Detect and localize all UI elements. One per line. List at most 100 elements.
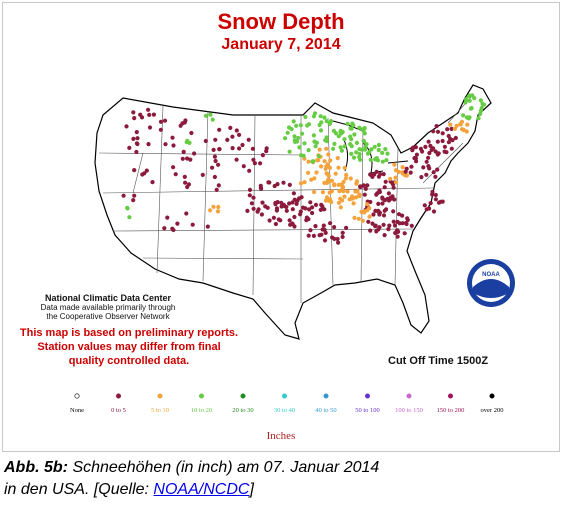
station-dot [468,106,473,111]
station-dot [240,142,245,148]
station-dot [323,198,329,203]
legend-swatch [489,393,495,399]
station-dot [203,113,208,118]
station-dot [319,232,324,237]
station-dot [381,222,386,227]
station-dot [291,191,296,196]
station-dot [313,144,318,149]
station-dot [264,149,269,154]
station-dot [171,165,176,170]
station-dot [328,158,333,163]
station-dot [212,154,217,159]
station-dot [259,212,264,217]
station-dot [135,136,140,141]
station-dot [409,164,414,169]
station-dot [339,148,344,153]
station-dot [392,162,397,167]
station-dot [403,169,408,174]
station-dot [250,146,255,151]
station-dot [211,204,216,209]
station-dot [449,126,454,131]
station-dot [350,121,355,126]
station-dot [251,206,256,211]
station-dot [185,138,190,143]
station-dot [158,119,164,124]
station-dot [467,93,472,98]
station-dot [376,201,381,206]
station-dot [162,226,167,231]
station-dot [431,146,436,151]
station-dot [171,227,176,233]
station-dot [446,133,451,139]
station-dot [324,119,329,124]
station-dot [348,142,353,147]
station-dot [251,195,256,200]
station-dot [314,140,319,145]
station-dot [453,135,458,141]
station-dot [303,114,308,120]
station-dot [449,146,454,151]
station-dot [181,149,186,154]
station-dot [340,230,345,235]
station-dot [279,200,284,205]
station-dot [292,134,297,139]
station-dot [287,218,292,223]
station-dot [393,175,398,180]
station-dot [338,145,343,150]
station-dot [321,223,326,228]
station-dot [302,141,307,146]
station-dot [312,176,317,181]
source-line: Data made available primarily through [40,303,176,312]
station-dot [329,178,334,183]
station-dot [313,224,318,229]
station-dot [431,170,436,175]
station-dot [320,190,325,195]
noaa-logo: NOAA [467,259,515,307]
station-dot [467,98,472,103]
svg-text:NOAA: NOAA [482,272,500,278]
station-dot [183,180,188,185]
station-dot [127,145,132,150]
station-dot [151,112,156,117]
station-dot [372,144,377,149]
station-dot [377,189,382,195]
station-dot [344,225,349,230]
station-dot [127,215,132,220]
station-dot [291,119,296,124]
station-dot [400,221,405,226]
station-dot [299,195,304,200]
station-dot [376,147,381,153]
station-dot [382,233,387,238]
station-dot [452,126,457,131]
station-dot [214,187,219,192]
station-dot [283,136,288,141]
station-dot [173,172,178,177]
station-dot [292,214,297,220]
station-dot [290,222,295,227]
station-dot [341,189,346,194]
station-dot [349,126,354,131]
map-title: Snow Depth [217,9,345,34]
station-dot [276,217,281,222]
station-dot [308,200,313,205]
station-dot [428,201,433,206]
station-dot [298,209,303,214]
station-dot [256,207,261,212]
station-dot [362,192,367,197]
station-dot [245,208,250,213]
source-link[interactable]: NOAA/NCDC [153,481,250,498]
station-dot [135,141,140,147]
station-dot [480,101,485,106]
station-dot [361,128,366,133]
legend-swatch [447,393,453,399]
station-dot [285,130,290,135]
station-dot [332,141,337,146]
station-dot [385,151,390,156]
station-dot [434,124,439,129]
legend-swatch [240,393,246,399]
station-dot [132,116,137,121]
station-dot [335,236,340,242]
station-dot [307,207,312,212]
station-dot [186,182,191,187]
station-dot [336,182,341,187]
